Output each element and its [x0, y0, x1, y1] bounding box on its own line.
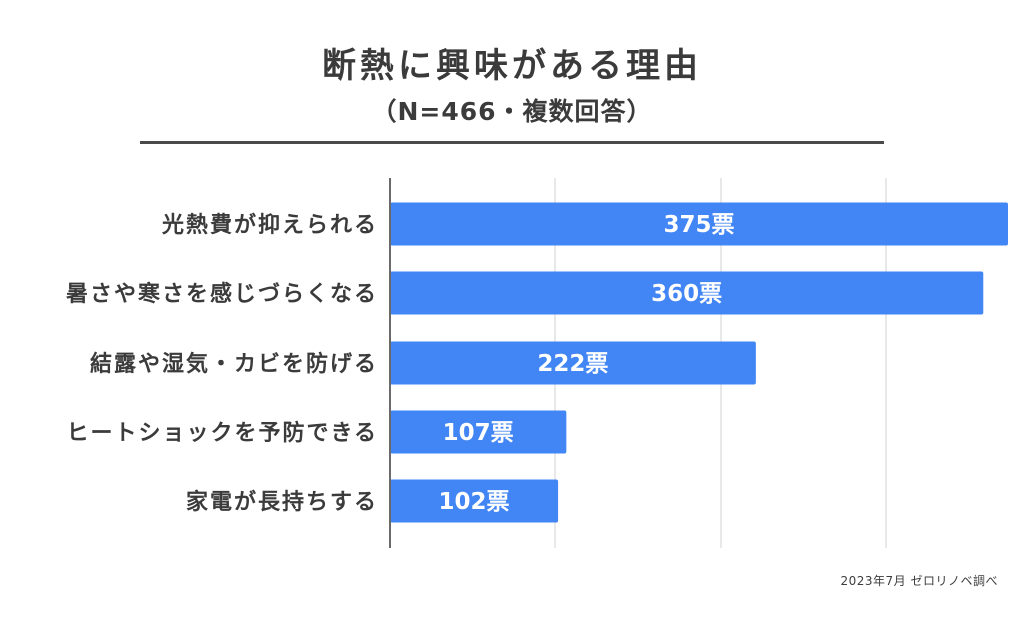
category-label-3: 結露や湿気・カビを防げる	[90, 351, 378, 377]
category-label-5: 家電が長持ちする	[186, 489, 378, 515]
category-label-2: 暑さや寒さを感じづらくなる	[66, 281, 378, 307]
bar-2	[390, 271, 984, 315]
bar-4	[390, 410, 567, 454]
bar-5	[390, 479, 559, 523]
bar-value-label-4: 107票	[443, 420, 514, 446]
chart-subtitle: （N=466・複数回答）	[371, 97, 653, 126]
bar-value-label-5: 102票	[439, 489, 510, 515]
bar-value-label-1: 375票	[663, 212, 734, 238]
chart-title: 断熱に興味がある理由	[322, 46, 702, 86]
category-label-1: 光熱費が抑えられる	[161, 212, 378, 238]
bar-value-label-3: 222票	[537, 351, 608, 377]
category-label-4: ヒートショックを予防できる	[66, 421, 378, 446]
bar-value-label-2: 360票	[651, 281, 722, 307]
title-divider	[140, 141, 884, 144]
bar-1	[390, 202, 1008, 246]
source-note: 2023年7月 ゼロリノベ調べ	[840, 574, 998, 588]
bar-3	[390, 341, 756, 385]
